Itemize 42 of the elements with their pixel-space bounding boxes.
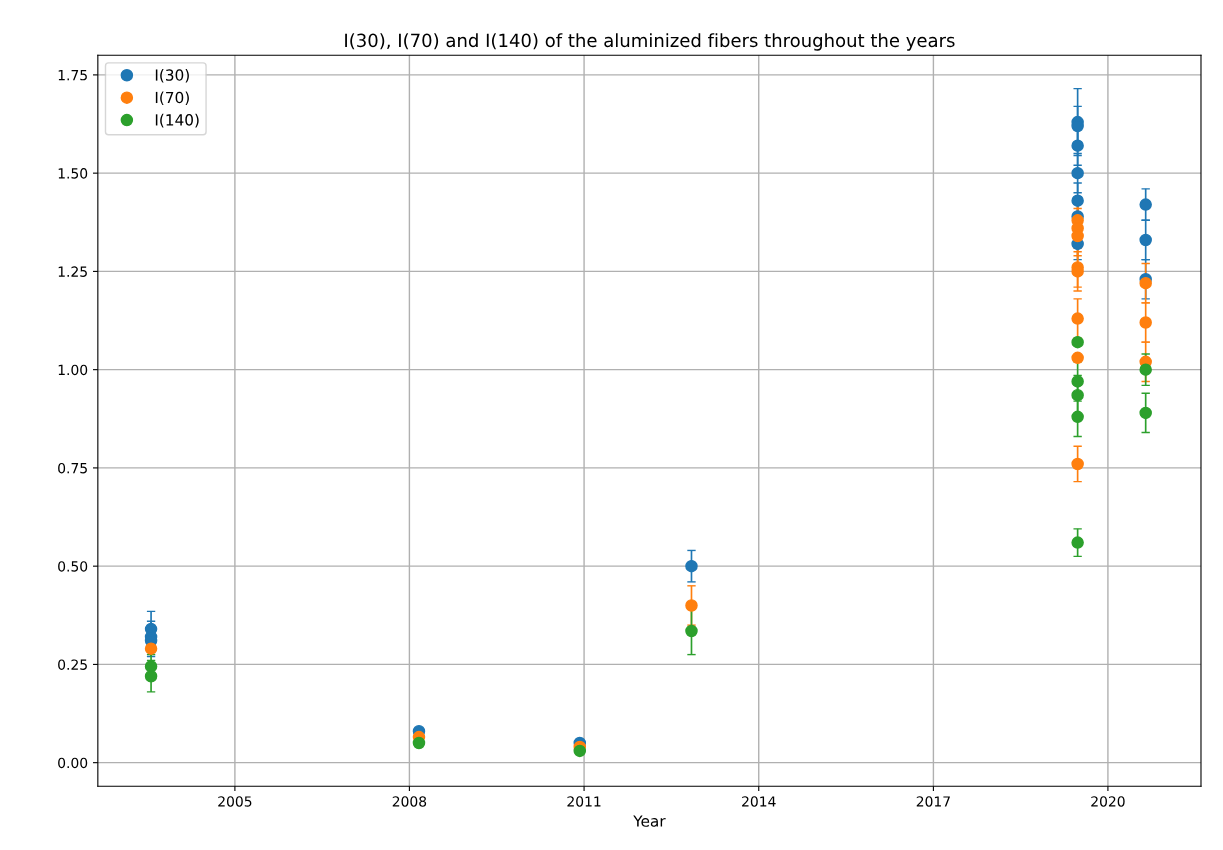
point	[144, 642, 158, 655]
point	[1071, 388, 1084, 402]
y-tick-label: 0.25	[58, 659, 87, 670]
point	[144, 669, 158, 683]
y-tick-label: 0.50	[58, 561, 88, 572]
legend-label: I(140)	[155, 113, 199, 128]
point	[1139, 363, 1152, 376]
x-tick-label: 2005	[218, 796, 252, 807]
point	[1071, 351, 1084, 365]
legend-label: I(30)	[155, 69, 189, 83]
x-tick-label: 2017	[916, 796, 950, 807]
point	[1071, 457, 1084, 471]
point	[1071, 312, 1084, 325]
x-tick-label: 2011	[567, 796, 601, 807]
chart-title: I(30), I(70) and I(140) of the aluminized fibers throughout the years	[345, 33, 955, 51]
point	[1139, 316, 1152, 329]
point	[685, 624, 698, 638]
point	[1139, 198, 1152, 211]
y-tick-label: 1.75	[58, 70, 87, 81]
x-tick-label: 2014	[742, 796, 776, 807]
x-tick-label: 2020	[1091, 796, 1125, 807]
legend-label: I(70)	[155, 91, 189, 106]
point	[1071, 194, 1084, 207]
point	[1139, 276, 1152, 290]
point	[1139, 233, 1152, 247]
y-tick-label: 1.00	[58, 364, 88, 376]
point	[1071, 375, 1084, 388]
y-tick-label: 0.75	[58, 462, 87, 474]
point	[685, 599, 698, 612]
point	[573, 744, 587, 758]
point	[1139, 406, 1152, 420]
y-tick-label: 0.00	[58, 757, 88, 769]
x-axis-title: Year	[633, 815, 666, 827]
point	[1071, 410, 1084, 424]
point	[1071, 166, 1084, 180]
y-tick-label: 1.25	[58, 266, 87, 277]
y-tick-label: 1.50	[58, 168, 88, 179]
point	[412, 736, 426, 750]
point	[1071, 536, 1084, 549]
point	[685, 559, 698, 573]
point	[1071, 335, 1084, 349]
x-tick-label: 2008	[392, 796, 427, 807]
